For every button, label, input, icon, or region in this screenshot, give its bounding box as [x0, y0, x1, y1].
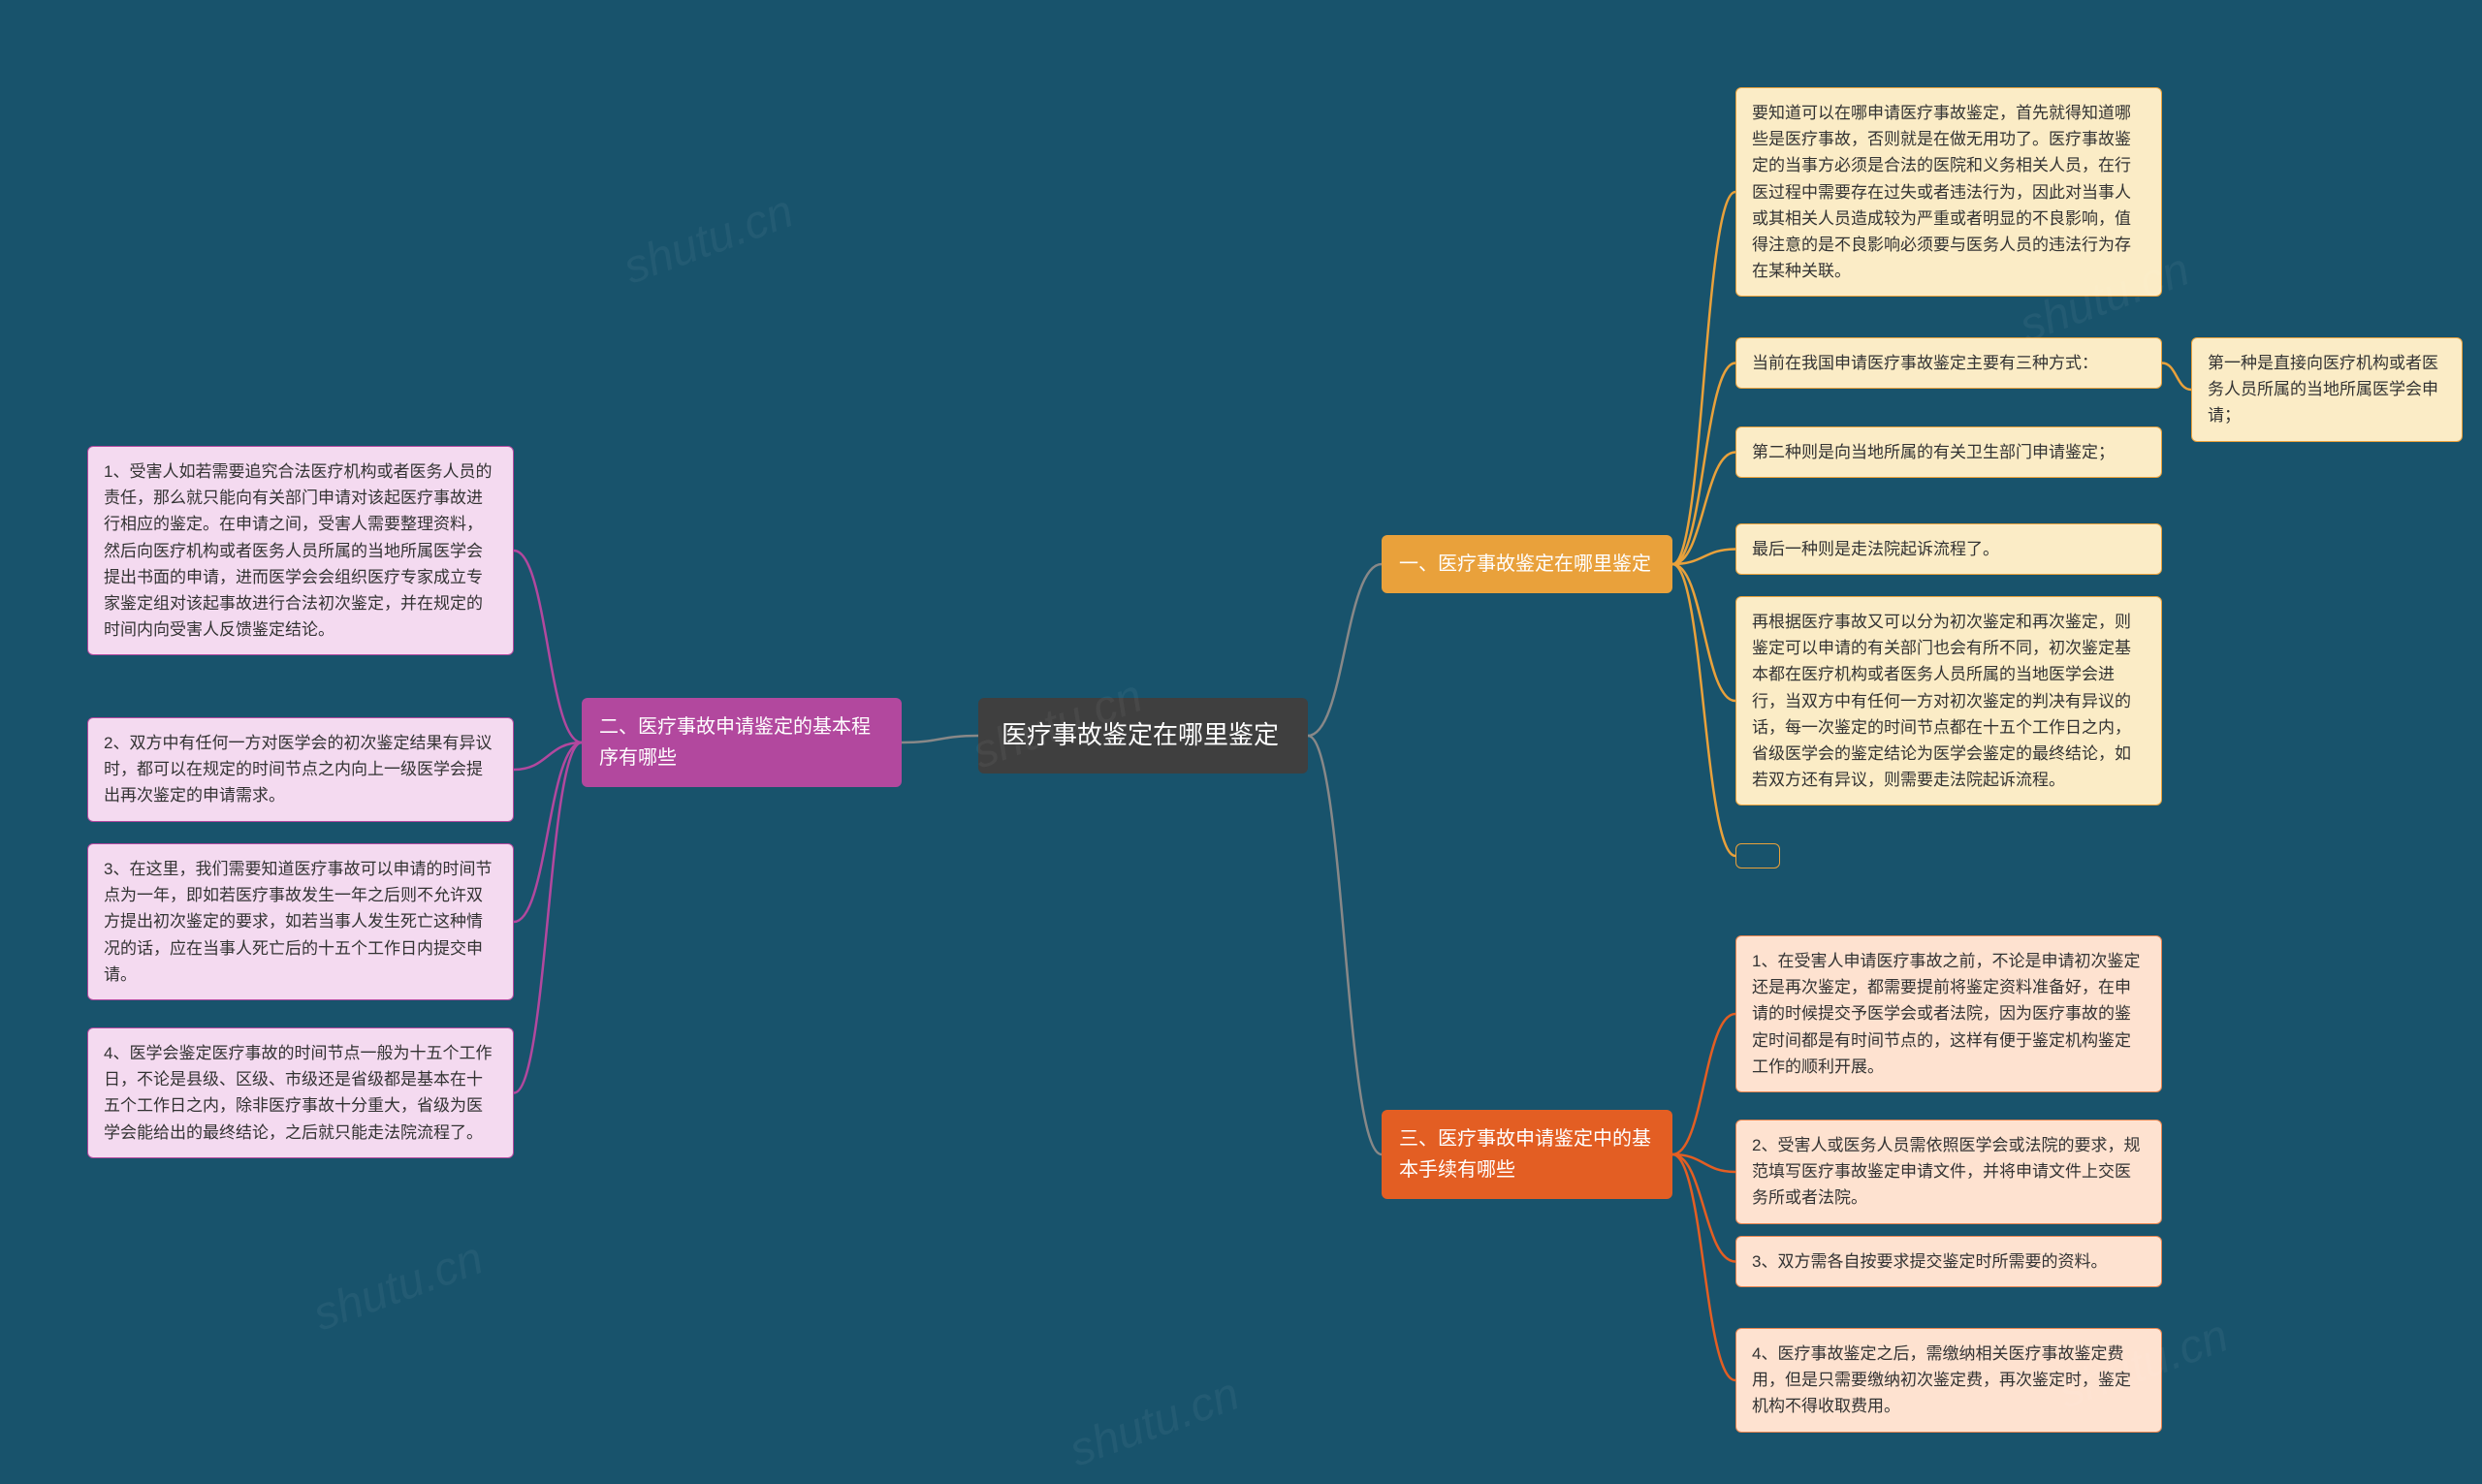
leaf-node[interactable]: 再根据医疗事故又可以分为初次鉴定和再次鉴定，则鉴定可以申请的有关部门也会有所不同…: [1735, 596, 2162, 805]
leaf-node[interactable]: 最后一种则是走法院起诉流程了。: [1735, 523, 2162, 575]
leaf-node[interactable]: 2、受害人或医务人员需依照医学会或法院的要求，规范填写医疗事故鉴定申请文件，并将…: [1735, 1120, 2162, 1224]
watermark: shutu.cn: [306, 1232, 490, 1342]
leaf-node[interactable]: [1735, 843, 1780, 868]
leaf-node[interactable]: 3、双方需各自按要求提交鉴定时所需要的资料。: [1735, 1236, 2162, 1287]
leaf-node[interactable]: 4、医学会鉴定医疗事故的时间节点一般为十五个工作日，不论是县级、区级、市级还是省…: [87, 1027, 514, 1158]
branch-node[interactable]: 二、医疗事故申请鉴定的基本程序有哪些: [582, 698, 902, 787]
branch-node[interactable]: 三、医疗事故申请鉴定中的基本手续有哪些: [1382, 1110, 1672, 1199]
watermark: shutu.cn: [1063, 1368, 1246, 1478]
leaf-node[interactable]: 2、双方中有任何一方对医学会的初次鉴定结果有异议时，都可以在规定的时间节点之内向…: [87, 717, 514, 822]
leaf-node[interactable]: 1、受害人如若需要追究合法医疗机构或者医务人员的责任，那么就只能向有关部门申请对…: [87, 446, 514, 655]
branch-node[interactable]: 一、医疗事故鉴定在哪里鉴定: [1382, 535, 1672, 593]
leaf-node[interactable]: 4、医疗事故鉴定之后，需缴纳相关医疗事故鉴定费用，但是只需要缴纳初次鉴定费，再次…: [1735, 1328, 2162, 1433]
leaf-node[interactable]: 要知道可以在哪申请医疗事故鉴定，首先就得知道哪些是医疗事故，否则就是在做无用功了…: [1735, 87, 2162, 297]
leaf-node[interactable]: 3、在这里，我们需要知道医疗事故可以申请的时间节点为一年，即如若医疗事故发生一年…: [87, 843, 514, 1000]
leaf-node[interactable]: 第二种则是向当地所属的有关卫生部门申请鉴定；: [1735, 426, 2162, 478]
watermark: shutu.cn: [617, 185, 800, 296]
leaf-node[interactable]: 第一种是直接向医疗机构或者医务人员所属的当地所属医学会申请；: [2191, 337, 2463, 442]
leaf-node[interactable]: 1、在受害人申请医疗事故之前，不论是申请初次鉴定还是再次鉴定，都需要提前将鉴定资…: [1735, 935, 2162, 1092]
leaf-node[interactable]: 当前在我国申请医疗事故鉴定主要有三种方式：: [1735, 337, 2162, 389]
root-node[interactable]: 医疗事故鉴定在哪里鉴定: [978, 698, 1308, 774]
